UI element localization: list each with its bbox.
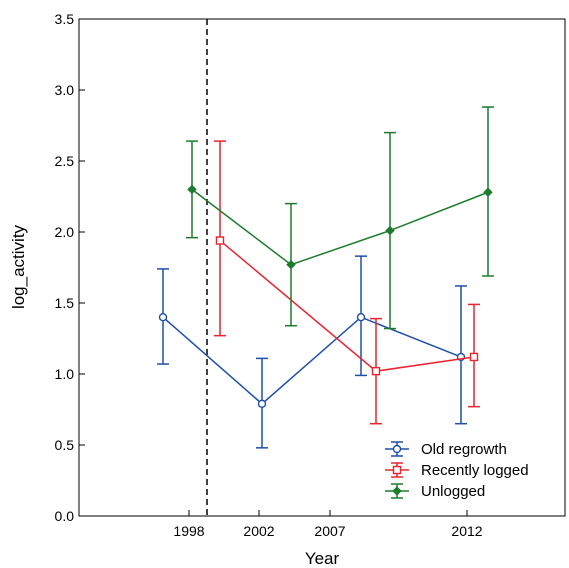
series-layer <box>157 106 494 449</box>
series-unlogged <box>186 106 494 330</box>
data-point <box>215 236 225 245</box>
legend-item: Old regrowth <box>385 441 507 458</box>
legend-item: Recently logged <box>385 462 529 479</box>
legend-marker <box>392 486 402 496</box>
legend-item: Unlogged <box>385 483 485 500</box>
series-line <box>219 239 475 372</box>
legend-marker <box>392 444 402 454</box>
series-line <box>162 316 462 405</box>
y-tick-label: 2.5 <box>55 153 75 169</box>
series-old-regrowth <box>157 255 467 449</box>
x-tick-label: 2007 <box>314 523 345 539</box>
data-point <box>158 313 168 322</box>
x-tick-label: 2002 <box>243 523 274 539</box>
y-tick-label: 2.0 <box>55 224 75 240</box>
data-point <box>286 259 296 270</box>
data-point <box>187 184 197 195</box>
legend-label: Unlogged <box>421 483 485 500</box>
y-axis-label: log_activity <box>9 224 28 309</box>
x-tick-label: 2012 <box>451 523 482 539</box>
y-axis: 0.0 0.5 1.0 1.5 2.0 2.5 3.0 3.5 <box>55 11 85 524</box>
data-point <box>371 366 381 376</box>
data-point <box>385 225 395 236</box>
x-tick-label: 1998 <box>173 523 204 539</box>
legend-label: Recently logged <box>421 462 529 479</box>
y-tick-label: 0.0 <box>55 508 75 524</box>
y-tick-label: 3.5 <box>55 11 75 27</box>
legend-label: Old regrowth <box>421 441 507 458</box>
y-tick-label: 1.0 <box>55 366 75 382</box>
y-tick-label: 0.5 <box>55 437 75 453</box>
x-axis-label: Year <box>305 549 340 568</box>
series-recently-logged <box>214 140 480 425</box>
plot-frame <box>78 18 566 517</box>
y-tick-label: 3.0 <box>55 82 75 98</box>
legend: Old regrowth Recently logged Unlogged <box>385 441 529 500</box>
y-tick-label: 1.5 <box>55 295 75 311</box>
data-point <box>469 352 479 362</box>
data-point <box>257 399 267 409</box>
legend-marker <box>392 465 402 475</box>
series-line <box>191 188 489 266</box>
data-point <box>356 313 366 322</box>
data-point <box>483 187 493 197</box>
x-axis: 1998 2002 2007 2012 <box>173 510 483 539</box>
